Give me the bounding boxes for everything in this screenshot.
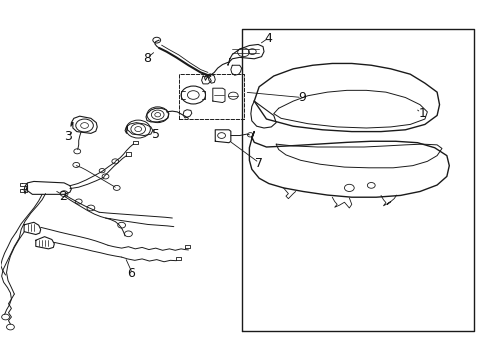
Text: 9: 9: [298, 91, 305, 104]
Text: 6: 6: [127, 267, 135, 280]
Text: 5: 5: [151, 127, 160, 141]
Text: 7: 7: [255, 157, 263, 170]
Text: 2: 2: [59, 190, 67, 203]
Text: 1: 1: [418, 107, 426, 120]
Text: 4: 4: [264, 32, 271, 45]
Text: 3: 3: [64, 130, 72, 144]
Text: 8: 8: [142, 51, 151, 64]
